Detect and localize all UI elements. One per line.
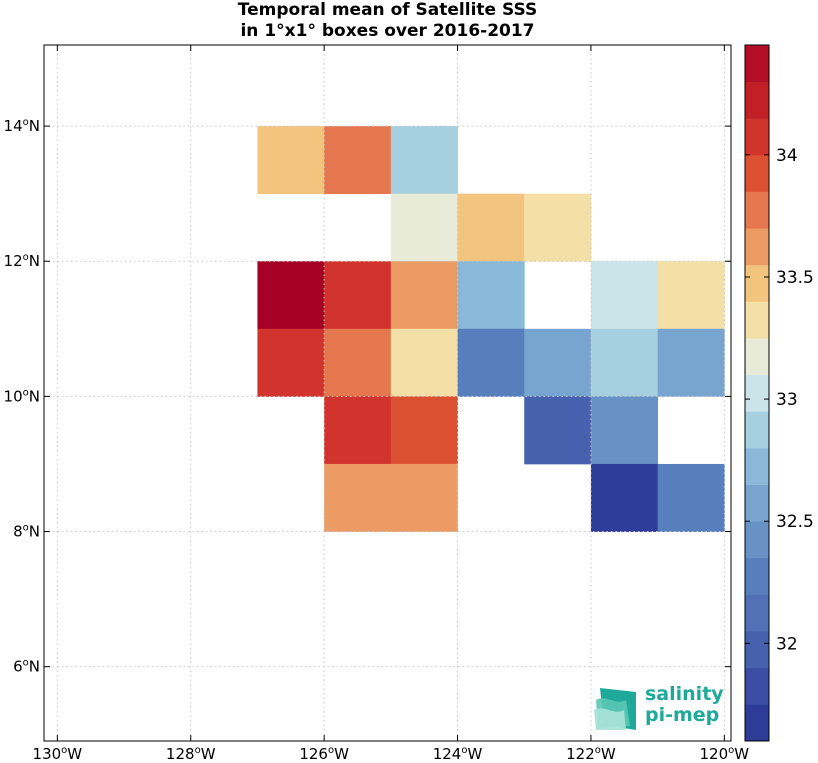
sss-cell[interactable] <box>324 126 392 195</box>
colorbar-segment <box>745 191 769 229</box>
tick-label: 12oN <box>4 252 40 270</box>
colorbar-tick-label: 32.5 <box>776 512 814 532</box>
map-frame <box>43 44 732 742</box>
colorbar-segment <box>745 411 769 449</box>
sss-cell[interactable] <box>657 261 725 330</box>
colorbar-segment <box>745 594 769 632</box>
colorbar-segment <box>745 228 769 266</box>
sss-cell[interactable] <box>324 328 392 397</box>
tick-label: 124oW <box>433 745 483 763</box>
colorbar-tick-label: 33 <box>776 390 798 410</box>
map-title-line-1: Temporal mean of Satellite SSS <box>237 0 538 20</box>
sss-cell[interactable] <box>390 193 458 262</box>
sss-cell[interactable] <box>324 261 392 330</box>
tick-label: 130oW <box>33 745 83 763</box>
tick-label: 6oN <box>13 658 40 676</box>
colorbar[interactable]: 32 32.5 33 33.5 34 <box>744 44 814 742</box>
tick-label: 10oN <box>4 387 40 405</box>
colorbar-segment <box>745 374 769 412</box>
tick-label: 122oW <box>566 745 616 763</box>
colorbar-tick-label: 34 <box>776 146 798 166</box>
colorbar-segment <box>745 338 769 376</box>
logo-text-pi-mep: pi-mep <box>645 704 720 726</box>
colorbar-segment <box>745 81 769 119</box>
salinity-pi-mep-logo-icon <box>594 688 636 730</box>
colorbar-segment <box>745 45 769 83</box>
colorbar-tick-label: 32 <box>776 634 798 654</box>
sss-cell[interactable] <box>324 396 392 465</box>
colorbar-segment <box>745 557 769 595</box>
sss-cell[interactable] <box>457 261 525 330</box>
sss-cell[interactable] <box>524 328 592 397</box>
sss-cell[interactable] <box>257 261 325 330</box>
axis-ticks: 130oW 128oW 126oW 124oW 122oW 120oW 14oN 12oN 10… <box>4 45 750 763</box>
colorbar-segment <box>745 704 769 742</box>
colorbar-segment <box>745 264 769 302</box>
sss-cell[interactable] <box>390 463 458 532</box>
sss-cell[interactable] <box>324 463 392 532</box>
sss-cell[interactable] <box>390 328 458 397</box>
colorbar-frame <box>744 44 770 742</box>
sss-cell[interactable] <box>257 328 325 397</box>
sss-cell[interactable] <box>590 396 659 465</box>
tick-label: 128oW <box>166 745 216 763</box>
tick-label: 14oN <box>4 117 40 135</box>
sss-cell[interactable] <box>457 193 525 262</box>
colorbar-tick-label: 33.5 <box>776 268 814 288</box>
tick-label: 126oW <box>299 745 349 763</box>
sss-cell[interactable] <box>590 328 659 397</box>
sss-cell[interactable] <box>257 126 325 195</box>
graticule <box>44 45 731 741</box>
colorbar-segment <box>745 521 769 559</box>
colorbar-segment <box>745 631 769 669</box>
map-title-line-2: in 1°x1° boxes over 2016-2017 <box>240 21 535 41</box>
sss-cell[interactable] <box>390 261 458 330</box>
colorbar-segment <box>745 484 769 522</box>
sss-cell[interactable] <box>390 396 458 465</box>
colorbar-segment <box>745 118 769 156</box>
sss-cell[interactable] <box>657 463 725 532</box>
colorbar-segment <box>745 301 769 339</box>
sss-cell[interactable] <box>524 396 592 465</box>
tick-label: 120oW <box>700 745 750 763</box>
sss-cell[interactable] <box>657 328 725 397</box>
sss-cell[interactable] <box>590 261 659 330</box>
tick-label: 8oN <box>13 523 40 541</box>
sss-cell[interactable] <box>524 193 592 262</box>
sss-cells <box>257 126 725 532</box>
logo-text-salinity: salinity <box>645 683 724 705</box>
colorbar-segment <box>745 154 769 192</box>
colorbar-segment <box>745 667 769 705</box>
colorbar-segment <box>745 447 769 485</box>
sss-cell[interactable] <box>457 328 525 397</box>
sss-cell[interactable] <box>590 463 659 532</box>
sss-cell[interactable] <box>390 126 458 195</box>
